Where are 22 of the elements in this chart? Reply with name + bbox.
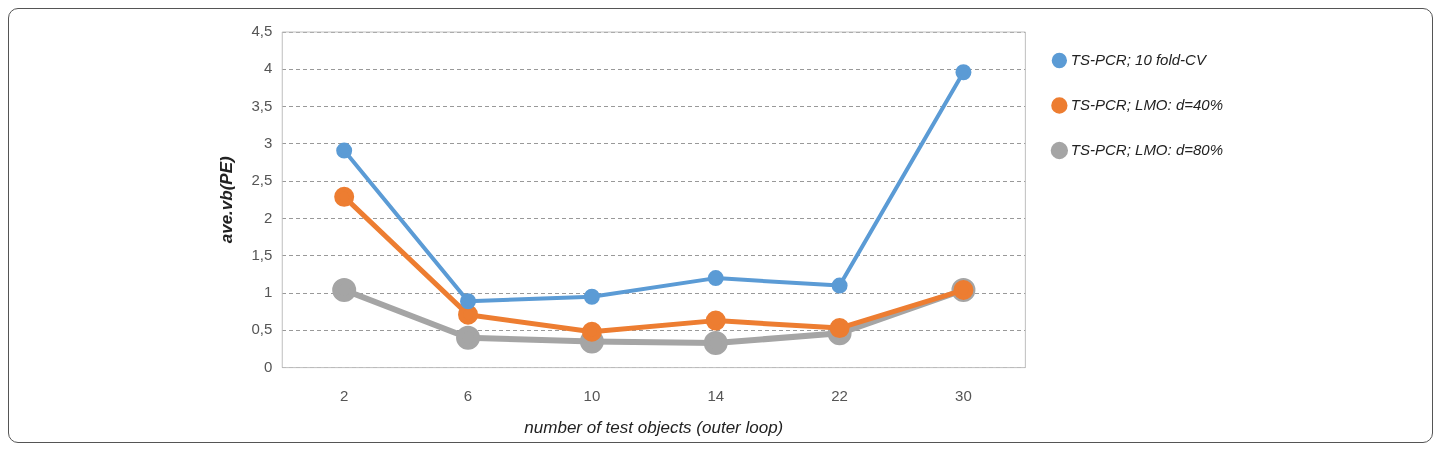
y-tick-label: 3 (263, 134, 273, 152)
y-tick-label: 2,5 (251, 171, 273, 189)
x-tick-label: 14 (707, 386, 725, 404)
x-tick-label: 10 (583, 386, 601, 404)
x-tick-label: 6 (463, 386, 473, 404)
legend-label: TS-PCR; LMO: d=80% (1070, 140, 1224, 158)
y-axis-title: ave.vb(PE) (216, 156, 236, 244)
y-tick-label: 3,5 (251, 96, 273, 114)
y-tick-label: 4 (263, 59, 273, 77)
x-tick-label: 30 (955, 386, 972, 404)
y-tick-label: 2 (263, 208, 273, 226)
figure-frame: number of test objects (outer loop) ave.vb(PE) TS-PCR; 10 fold-CV TS-PCR; LMO: d=40% TS-PCR; LMO: d=80% 2 6 10 14 22 30 0 0,5 1 1,5 2 2,5 3 3,5 4 4,5 (8, 8, 1433, 443)
legend-label: TS-PCR; 10 fold-CV (1070, 50, 1208, 68)
x-tick-label: 2 (340, 386, 349, 404)
x-tick-label: 22 (831, 386, 848, 404)
y-tick-label: 0,5 (251, 320, 273, 338)
y-tick-label: 1 (263, 283, 273, 301)
y-tick-label: 1,5 (251, 245, 273, 263)
x-axis-title: number of test objects (outer loop) (524, 417, 784, 437)
y-tick-label: 4,5 (251, 22, 273, 40)
y-tick-label: 0 (263, 357, 273, 375)
legend-label: TS-PCR; LMO: d=40% (1070, 95, 1224, 113)
